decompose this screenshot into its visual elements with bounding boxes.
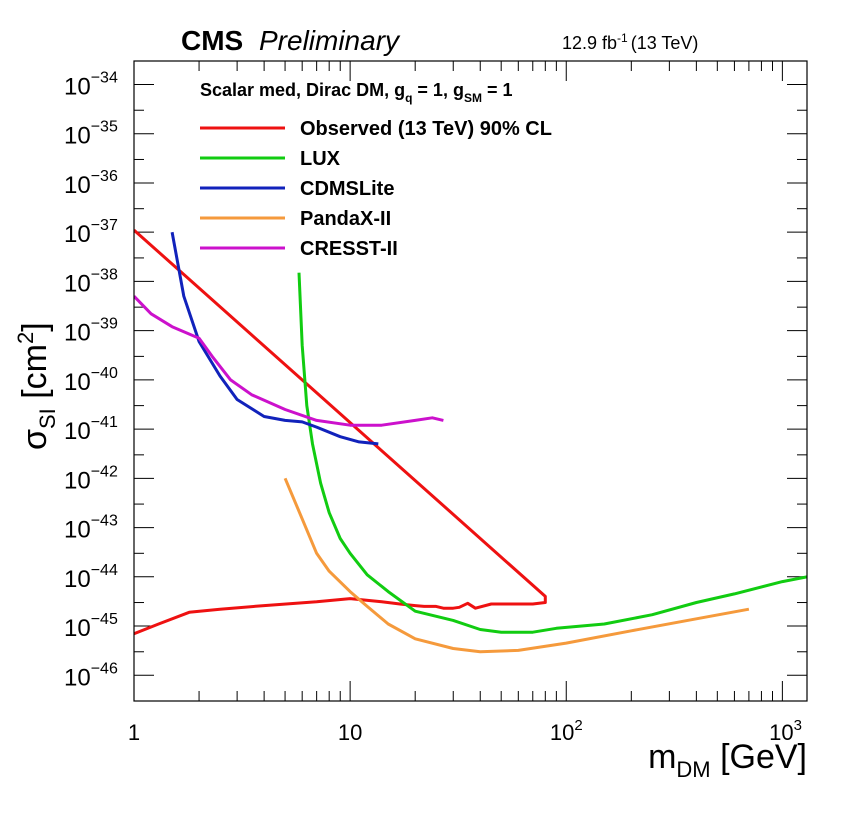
x-tick-label-exponent: 3 xyxy=(794,717,802,734)
lumi-value: 12.9 fb xyxy=(562,33,617,53)
legend-label-pandax: PandaX-II xyxy=(300,208,391,230)
y-tick-label-exponent: −40 xyxy=(91,365,118,382)
y-tick-label-base: 10 xyxy=(64,566,91,593)
x-tick-label: 1 xyxy=(128,720,140,745)
y-tick-label: 10−38 xyxy=(64,266,118,297)
y-tick-label: 10−45 xyxy=(64,611,118,642)
legend: Observed (13 TeV) 90% CL LUX CDMSLite Panda… xyxy=(200,118,552,260)
observed-curve xyxy=(134,228,547,636)
y-tick-label-base: 10 xyxy=(64,270,91,297)
legend-label-observed: Observed (13 TeV) 90% CL xyxy=(300,118,552,140)
y-tick-label-base: 10 xyxy=(64,320,91,347)
y-tick-label-exponent: −36 xyxy=(91,168,118,185)
y-tick-label: 10−34 xyxy=(64,69,118,100)
x-tick-label-base: 10 xyxy=(550,720,574,745)
tick-labels: 1 10 102 10310−3410−3510−3610−3710−3810−391… xyxy=(64,69,802,745)
y-tick-label-exponent: −42 xyxy=(91,463,118,480)
y-tick-label-base: 10 xyxy=(64,664,91,691)
y-tick-label-exponent: −45 xyxy=(91,611,118,628)
y-tick-label-exponent: −38 xyxy=(91,266,118,283)
y-tick-label-exponent: −34 xyxy=(91,69,118,86)
y-tick-label: 10−41 xyxy=(64,414,118,445)
data-series xyxy=(134,228,807,654)
x-tick-label: 102 xyxy=(550,717,583,745)
y-tick-label-exponent: −44 xyxy=(91,562,118,579)
luminosity-label: 12.9 fb-1 (13 TeV) xyxy=(562,31,698,53)
y-axis-title: σSI [cm2] xyxy=(13,322,60,450)
y-tick-label-exponent: −41 xyxy=(91,414,118,431)
y-tick-label: 10−42 xyxy=(64,463,118,494)
y-tick-label: 10−46 xyxy=(64,660,118,691)
y-tick-label-base: 10 xyxy=(64,467,91,494)
legend-label-cdmslite: CDMSLite xyxy=(300,178,394,200)
x-tick-label-base: 10 xyxy=(338,720,362,745)
y-tick-label: 10−44 xyxy=(64,562,118,593)
lumi-exponent: -1 xyxy=(617,31,628,45)
y-tick-label: 10−39 xyxy=(64,316,118,347)
cdmslite-curve xyxy=(170,231,379,446)
cresst-curve xyxy=(134,295,444,427)
plot-frame xyxy=(133,60,808,702)
y-tick-label-base: 10 xyxy=(64,221,91,248)
legend-label-cresst: CRESST-II xyxy=(300,238,398,260)
x-tick-label: 103 xyxy=(769,717,802,745)
legend-label-lux: LUX xyxy=(300,148,341,170)
y-tick-label-exponent: −35 xyxy=(91,119,118,136)
y-tick-label-exponent: −39 xyxy=(91,316,118,333)
tick-marks xyxy=(133,60,807,701)
x-tick-label-base: 10 xyxy=(769,720,793,745)
y-tick-label-exponent: −46 xyxy=(91,660,118,677)
y-tick-label-base: 10 xyxy=(64,418,91,445)
y-tick-label-base: 10 xyxy=(64,369,91,396)
y-tick-label: 10−37 xyxy=(64,217,118,248)
y-tick-label: 10−43 xyxy=(64,513,118,544)
y-tick-label: 10−36 xyxy=(64,168,118,199)
y-tick-label-base: 10 xyxy=(64,615,91,642)
status-label: Preliminary xyxy=(259,25,401,56)
pandax-curve xyxy=(283,477,750,654)
y-tick-label-base: 10 xyxy=(64,123,91,150)
x-axis-title: mDM [GeV] xyxy=(648,738,807,782)
x-tick-label: 10 xyxy=(338,720,362,745)
y-tick-label-exponent: −37 xyxy=(91,217,118,234)
y-tick-label-base: 10 xyxy=(64,517,91,544)
experiment-label: CMS xyxy=(181,25,243,56)
y-tick-label-exponent: −43 xyxy=(91,513,118,530)
model-description: Scalar med, Dirac DM, gq = 1, gSM = 1 xyxy=(200,80,512,105)
y-tick-label-base: 10 xyxy=(64,172,91,199)
y-tick-label: 10−40 xyxy=(64,365,118,396)
y-tick-label-base: 10 xyxy=(64,73,91,100)
lux-curve xyxy=(297,272,807,634)
y-tick-label: 10−35 xyxy=(64,119,118,150)
x-tick-label-base: 1 xyxy=(128,720,140,745)
energy-value: (13 TeV) xyxy=(631,33,699,53)
x-tick-label-exponent: 2 xyxy=(574,717,582,734)
